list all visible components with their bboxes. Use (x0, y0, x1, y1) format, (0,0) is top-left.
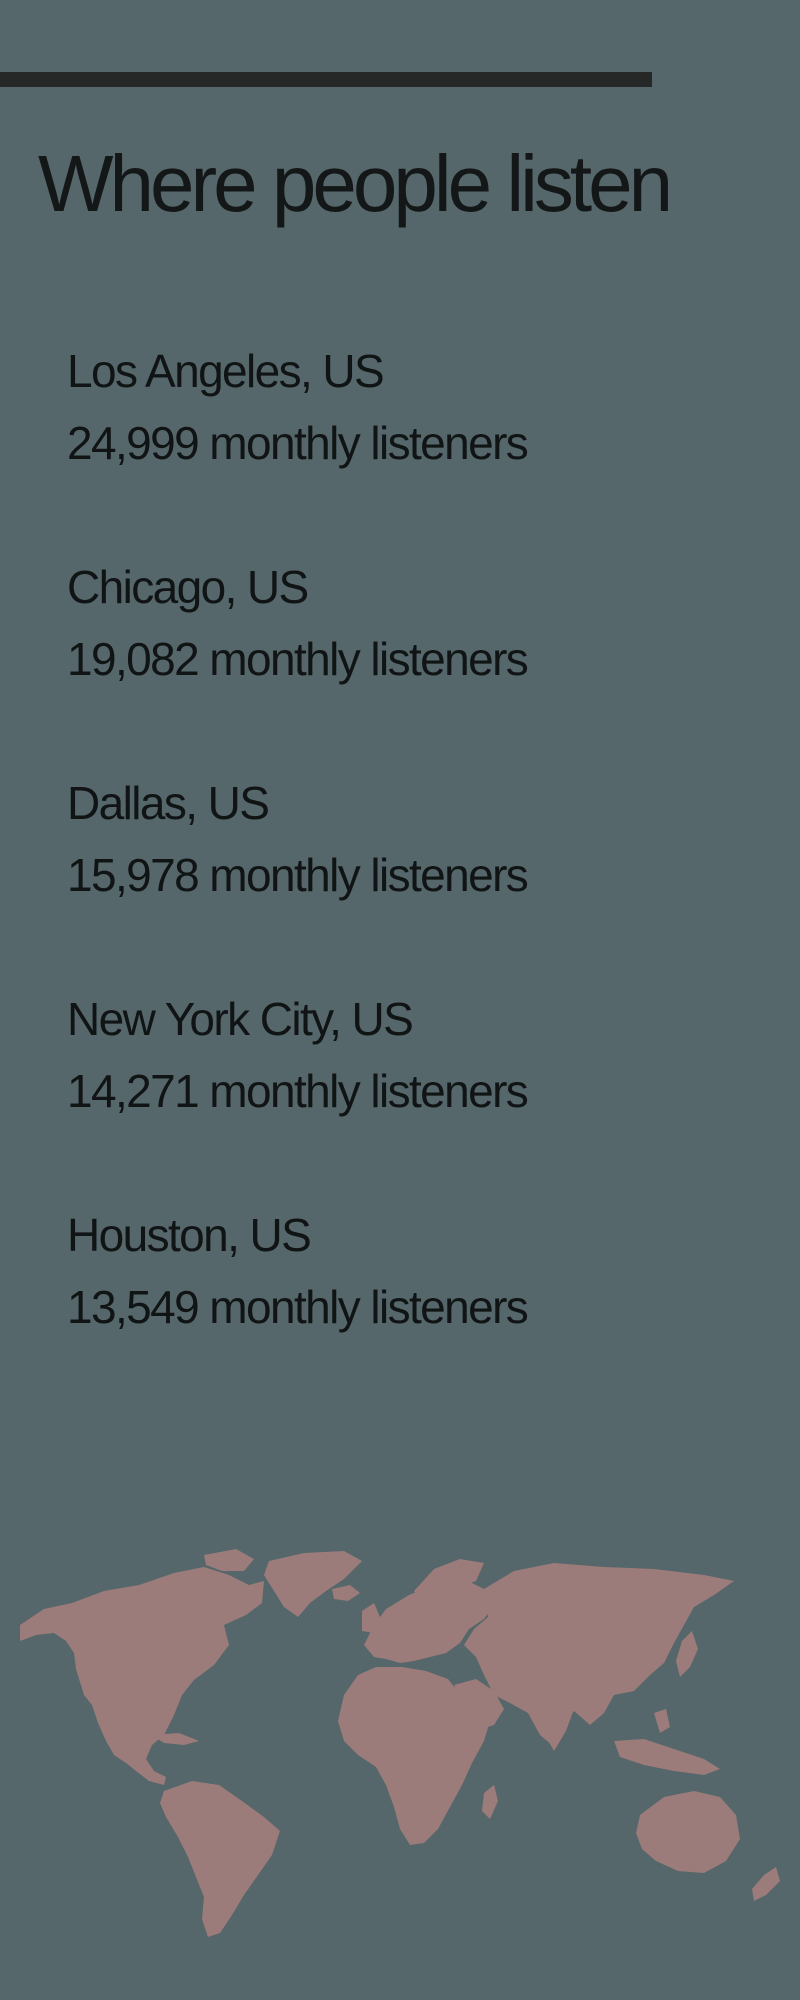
city-name: Chicago, US (67, 561, 309, 613)
list-item: Los Angeles, US 24,999 monthly listeners (67, 335, 767, 551)
city-name: Houston, US (67, 1209, 312, 1261)
australia-shape (636, 1791, 740, 1873)
southeast-asia-shape (614, 1739, 720, 1775)
africa-shape (338, 1667, 490, 1845)
greenland-shape (264, 1551, 362, 1617)
list-item: Houston, US 13,549 monthly listeners (67, 1199, 767, 1415)
scandinavia-shape (414, 1559, 484, 1609)
japan-shape (676, 1631, 698, 1677)
city-name: New York City, US (67, 993, 414, 1045)
iceland-shape (332, 1585, 360, 1601)
page-title: Where people listen (38, 139, 673, 228)
monthly-listeners: 19,082 monthly listeners (67, 633, 529, 685)
world-map-icon (14, 1545, 786, 1939)
list-item: New York City, US 14,271 monthly listene… (67, 983, 767, 1199)
city-name: Los Angeles, US (67, 345, 385, 397)
canadian-islands-shape (204, 1549, 254, 1571)
monthly-listeners: 24,999 monthly listeners (67, 417, 529, 469)
philippines-shape (654, 1709, 670, 1733)
madagascar-shape (482, 1785, 498, 1819)
caribbean-shape (152, 1733, 199, 1745)
monthly-listeners: 13,549 monthly listeners (67, 1281, 529, 1333)
monthly-listeners: 14,271 monthly listeners (67, 1065, 529, 1117)
europe-shape (364, 1579, 494, 1663)
list-item: Chicago, US 19,082 monthly listeners (67, 551, 767, 767)
north-america-shape (20, 1567, 264, 1785)
monthly-listeners: 15,978 monthly listeners (67, 849, 529, 901)
list-item: Dallas, US 15,978 monthly listeners (67, 767, 767, 983)
asia-shape (464, 1563, 734, 1745)
arabia-shape (454, 1679, 504, 1731)
city-name: Dallas, US (67, 777, 270, 829)
india-shape (534, 1693, 574, 1751)
city-list: Los Angeles, US 24,999 monthly listeners… (67, 335, 767, 1415)
south-america-shape (160, 1781, 280, 1937)
world-map-svg (20, 1549, 780, 1937)
top-divider-bar (0, 72, 652, 87)
new-zealand-shape (752, 1867, 780, 1901)
british-isles-shape (362, 1603, 380, 1633)
